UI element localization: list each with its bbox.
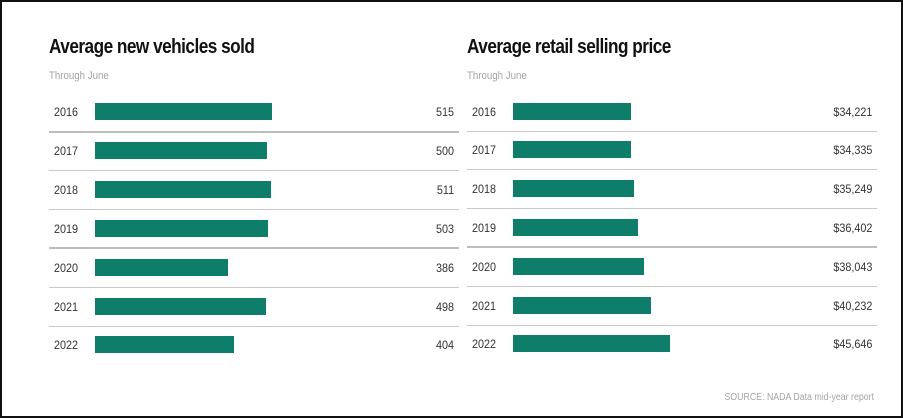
category-label: 2018 [472,181,497,196]
bar [95,102,273,120]
source-note: SOURCE: NADA Data mid-year report [724,392,874,403]
value-label: $34,221 [832,104,872,119]
bar-rows: 2016 $34,221 2017 $34,335 2018 $35,249 2019 $36… [467,93,877,363]
category-label: 2021 [472,298,497,313]
bar [95,219,269,237]
category-label: 2022 [472,337,497,352]
bar-row: 2021 498 [49,288,459,327]
category-label: 2017 [472,143,497,158]
bar-row: 2018 $35,249 [467,170,877,209]
chart-title: Average retail selling price [467,36,671,58]
chart-subtitle: Through June [49,70,109,82]
bar [95,259,228,277]
bar-row: 2018 511 [49,171,459,210]
category-label: 2020 [472,260,497,275]
bar-row: 2020 $38,043 [467,248,877,287]
category-label: 2020 [54,261,79,276]
bar-row: 2021 $40,232 [467,287,877,326]
value-label: $34,335 [832,143,872,158]
bar [95,142,267,160]
bar-row: 2019 503 [49,210,459,250]
value-label: 503 [435,221,454,236]
bar [513,296,652,314]
value-label: 386 [435,261,454,276]
bar-row: 2017 $34,335 [467,132,877,171]
category-label: 2021 [54,299,79,314]
bar [513,141,632,159]
bar-row: 2017 500 [49,133,459,172]
category-label: 2019 [54,221,79,236]
bar-row: 2019 $36,402 [467,209,877,249]
bar-row: 2016 $34,221 [467,93,877,132]
bar [95,297,267,315]
bar-row: 2020 386 [49,249,459,288]
value-label: $40,232 [832,298,872,313]
bar [513,218,639,236]
category-label: 2019 [472,220,497,235]
bar [513,335,671,353]
bar-row: 2016 515 [49,93,459,133]
value-label: $35,249 [832,181,872,196]
bar-row: 2022 $45,646 [467,326,877,364]
bar-rows: 2016 515 2017 500 2018 511 2019 503 2020 386 2021 4… [49,93,459,364]
value-label: 498 [435,299,454,314]
bar [513,179,635,197]
value-label: 500 [435,144,454,159]
chart-subtitle: Through June [467,70,527,82]
category-label: 2018 [54,182,79,197]
bar [513,258,644,276]
category-label: 2017 [54,144,79,159]
category-label: 2022 [54,338,79,353]
value-label: $45,646 [832,337,872,352]
bar-row: 2022 404 [49,327,459,365]
bar [513,102,631,120]
value-label: 515 [435,104,454,119]
chart-title: Average new vehicles sold [49,36,255,58]
value-label: $36,402 [832,220,872,235]
category-label: 2016 [472,104,497,119]
value-label: 404 [435,338,454,353]
bar [95,336,234,354]
bar [95,180,271,198]
value-label: $38,043 [832,260,872,275]
value-label: 511 [436,182,454,197]
category-label: 2016 [54,104,79,119]
